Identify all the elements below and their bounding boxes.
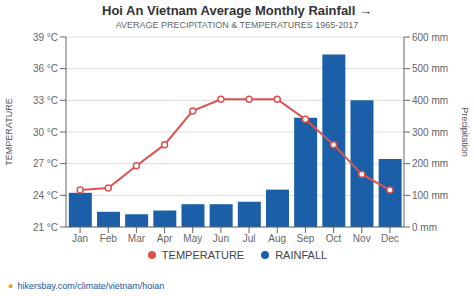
html-text:RAINFALL: RAINFALL [275, 249, 328, 261]
svg-text:400 mm: 400 mm [412, 95, 448, 106]
svg-text:30 °C: 30 °C [33, 127, 58, 138]
svg-text:Feb: Feb [100, 233, 118, 244]
svg-text:27 °C: 27 °C [33, 158, 58, 169]
html-text:● hikersbay.com/climate/vietna: ● hikersbay.com/climate/vietnam/hoian [8, 281, 165, 291]
svg-text:200 mm: 200 mm [412, 158, 448, 169]
svg-text:TEMPERATURE: TEMPERATURE [8, 98, 14, 165]
svg-text:Oct: Oct [326, 233, 342, 244]
svg-text:33 °C: 33 °C [33, 95, 58, 106]
svg-text:Dec: Dec [381, 233, 399, 244]
svg-text:Sep: Sep [297, 233, 315, 244]
svg-text:24 °C: 24 °C [33, 190, 58, 201]
svg-text:Precipitation: Precipitation [460, 107, 466, 157]
svg-text:Jun: Jun [213, 233, 229, 244]
svg-text:600 mm: 600 mm [412, 32, 448, 43]
svg-text:Nov: Nov [353, 233, 371, 244]
svg-text:500 mm: 500 mm [412, 63, 448, 74]
svg-text:36 °C: 36 °C [33, 63, 58, 74]
svg-text:0 mm: 0 mm [412, 222, 437, 233]
svg-text:Aug: Aug [268, 233, 286, 244]
svg-text:Apr: Apr [157, 233, 173, 244]
svg-text:May: May [183, 233, 202, 244]
html-text:TEMPERATURE: TEMPERATURE [161, 249, 245, 261]
svg-text:300 mm: 300 mm [412, 127, 448, 138]
svg-text:100 mm: 100 mm [412, 190, 448, 201]
svg-text:Mar: Mar [128, 233, 146, 244]
svg-text:Jan: Jan [72, 233, 88, 244]
html-text:AVERAGE PRECIPITATION & TEMPER: AVERAGE PRECIPITATION & TEMPERATURES 196… [115, 20, 359, 30]
html-text:Hoi An Vietnam Average Monthly: Hoi An Vietnam Average Monthly Rainfall … [102, 3, 372, 18]
svg-text:Jul: Jul [243, 233, 256, 244]
svg-text:39 °C: 39 °C [33, 32, 58, 43]
svg-text:21 °C: 21 °C [33, 222, 58, 233]
